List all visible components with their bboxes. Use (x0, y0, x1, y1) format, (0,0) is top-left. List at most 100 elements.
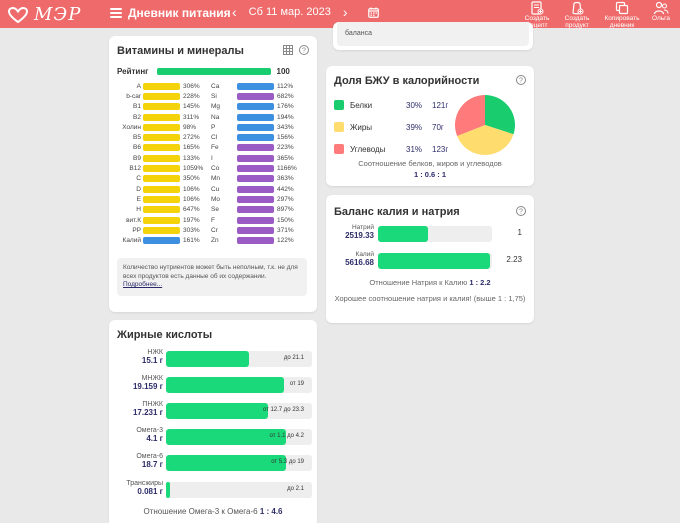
omega-ratio-value: 1 : 4.6 (259, 507, 283, 516)
nutrient-bar (237, 185, 274, 193)
nutrient-value: 161% (183, 237, 200, 245)
mineral-amount: 2519.33 (345, 231, 374, 240)
more-details-link[interactable]: Подробнее... (123, 281, 163, 288)
nutrient-bar (143, 154, 180, 162)
nutrient-value: 897% (277, 206, 294, 214)
nutrient-bar (143, 216, 180, 224)
fatty-acid-name: Трансжиры (126, 480, 163, 487)
nutrient-value: 176% (277, 103, 294, 111)
recipe-icon (531, 1, 544, 15)
create-recipe-button[interactable]: Создать рецепт (520, 1, 554, 29)
macros-pie-chart (455, 95, 515, 155)
mineral-bar-fill (378, 226, 428, 242)
mineral-balance-row: Натрий 2519.33 1 (332, 224, 528, 244)
header-tools: Создать рецепт Создать продукт Копироват… (520, 1, 672, 29)
fatty-acid-row: Омега-3 4.1 г от 1.1 до 4.2 (113, 427, 313, 447)
nutrient-row: Cu 442% (211, 184, 306, 194)
nutrient-name: Cl (211, 134, 218, 142)
nutrient-bar (143, 113, 180, 121)
macro-percent: 39% (406, 122, 423, 132)
nutrient-value: 106% (183, 185, 200, 193)
nutrient-value: 1166% (277, 165, 297, 173)
fatty-acid-norm: до 21.1 (283, 355, 304, 361)
macro-grams: 70г (432, 122, 444, 132)
fatty-acid-amount: 15.1 г (141, 356, 163, 365)
mineral-bar-fill (378, 253, 490, 269)
nutrient-name: Fe (211, 144, 219, 152)
help-icon[interactable]: ? (516, 75, 526, 85)
fatty-acid-norm: до 2.1 (287, 486, 304, 492)
nutrient-name: Na (211, 113, 220, 121)
nutrient-row: Холин 98% (115, 122, 210, 132)
nutrient-name: Zn (211, 237, 219, 245)
fatty-acid-bar-fill (166, 403, 268, 419)
nutrient-value: 165% (183, 144, 200, 152)
nutrient-row: PP 303% (115, 225, 210, 235)
nutrient-bar (237, 103, 274, 111)
nutrient-name: B12 (129, 165, 141, 173)
fatty-acid-label: МНЖК 19.159 г (113, 375, 163, 391)
nutrient-row: P 343% (211, 122, 306, 132)
next-day-chevron-icon[interactable]: › (342, 4, 348, 20)
sodium-potassium-ratio-value: 1 : 2.2 (469, 278, 491, 287)
nutrient-bar (237, 175, 274, 183)
user-name: Ольга (651, 15, 670, 22)
nutrient-name: B9 (133, 154, 141, 162)
logo[interactable]: МЭР (8, 4, 81, 25)
sodium-potassium-ratio: Отношение Натрия к Калию 1 : 2.2 (326, 278, 534, 287)
nutrient-row: B5 272% (115, 132, 210, 142)
nutrient-bar (237, 237, 274, 245)
macros-ratio-label: Соотношение белков, жиров и углеводов (358, 159, 502, 168)
nutrient-name: Mg (211, 103, 221, 111)
nutrient-bar (143, 103, 180, 111)
mineral-name: Калий (355, 251, 374, 258)
nutrient-row: B6 165% (115, 143, 210, 153)
fatty-acid-row: Трансжиры 0.081 г до 2.1 (113, 480, 313, 500)
potassium-sodium-title: Баланс калия и натрия (334, 206, 460, 218)
nutrient-name: Si (211, 92, 217, 100)
create-recipe-label: Создать рецепт (524, 15, 550, 29)
nutrient-bar (143, 123, 180, 131)
nutrient-value: 156% (277, 134, 294, 142)
copy-diary-button[interactable]: Копировать дневник (600, 1, 644, 29)
nutrient-bar (143, 134, 180, 142)
mineral-balance-row: Калий 5616.68 2.23 (332, 251, 528, 271)
minerals-column: Ca 112% Si 682% Mg 176% Na 194% P 343% Cl 156% Fe 223… (211, 81, 306, 246)
nutrient-name: Co (211, 165, 220, 173)
fatty-acid-label: ПНЖК 17.231 г (113, 401, 163, 417)
potassium-sodium-card: Баланс калия и натрия ? Натрий 2519.33 1 Ка… (326, 195, 534, 323)
nutrient-row: C 350% (115, 174, 210, 184)
current-date[interactable]: Сб 11 мар. 2023 (248, 6, 331, 18)
fatty-acid-row: ПНЖК 17.231 г от 12.7 до 23.3 (113, 401, 313, 421)
table-view-icon[interactable] (283, 45, 293, 55)
nutrient-bar (143, 226, 180, 234)
copy-icon (615, 1, 629, 15)
main-menu-button[interactable]: Дневник питания (110, 6, 231, 20)
help-icon[interactable]: ? (516, 206, 526, 216)
nutrient-bar (143, 175, 180, 183)
nutrient-bar (237, 216, 274, 224)
calendar-icon[interactable] (367, 7, 379, 18)
fatty-acid-label: Омега-3 4.1 г (113, 427, 163, 443)
svg-text:?: ? (519, 78, 523, 85)
create-product-button[interactable]: Создать продукт (560, 1, 594, 29)
nutrient-bar (237, 82, 274, 90)
nutrient-value: 371% (277, 226, 294, 234)
nutrient-value: 133% (183, 154, 200, 162)
user-profile-button[interactable]: Ольга (650, 1, 672, 29)
fatty-acid-amount: 18.7 г (141, 460, 163, 469)
previous-day-chevron-icon[interactable]: ‹ (232, 4, 237, 20)
fatty-acid-amount: 19.159 г (132, 382, 163, 391)
nutrient-row: Калий 161% (115, 235, 210, 245)
nutrient-bar (143, 165, 180, 173)
nutrient-bar (143, 206, 180, 214)
nutrient-name: PP (132, 226, 141, 234)
date-navigator: ‹ Сб 11 мар. 2023 › (232, 4, 379, 20)
nutrient-name: B6 (133, 144, 141, 152)
help-icon[interactable]: ? (299, 45, 309, 55)
nutrient-name: Ca (211, 82, 220, 90)
nutrient-value: 197% (183, 216, 200, 224)
fatty-acid-norm: от 19 (289, 381, 304, 387)
nutrient-name: C (136, 175, 141, 183)
fatty-acid-name: НЖК (147, 349, 163, 356)
